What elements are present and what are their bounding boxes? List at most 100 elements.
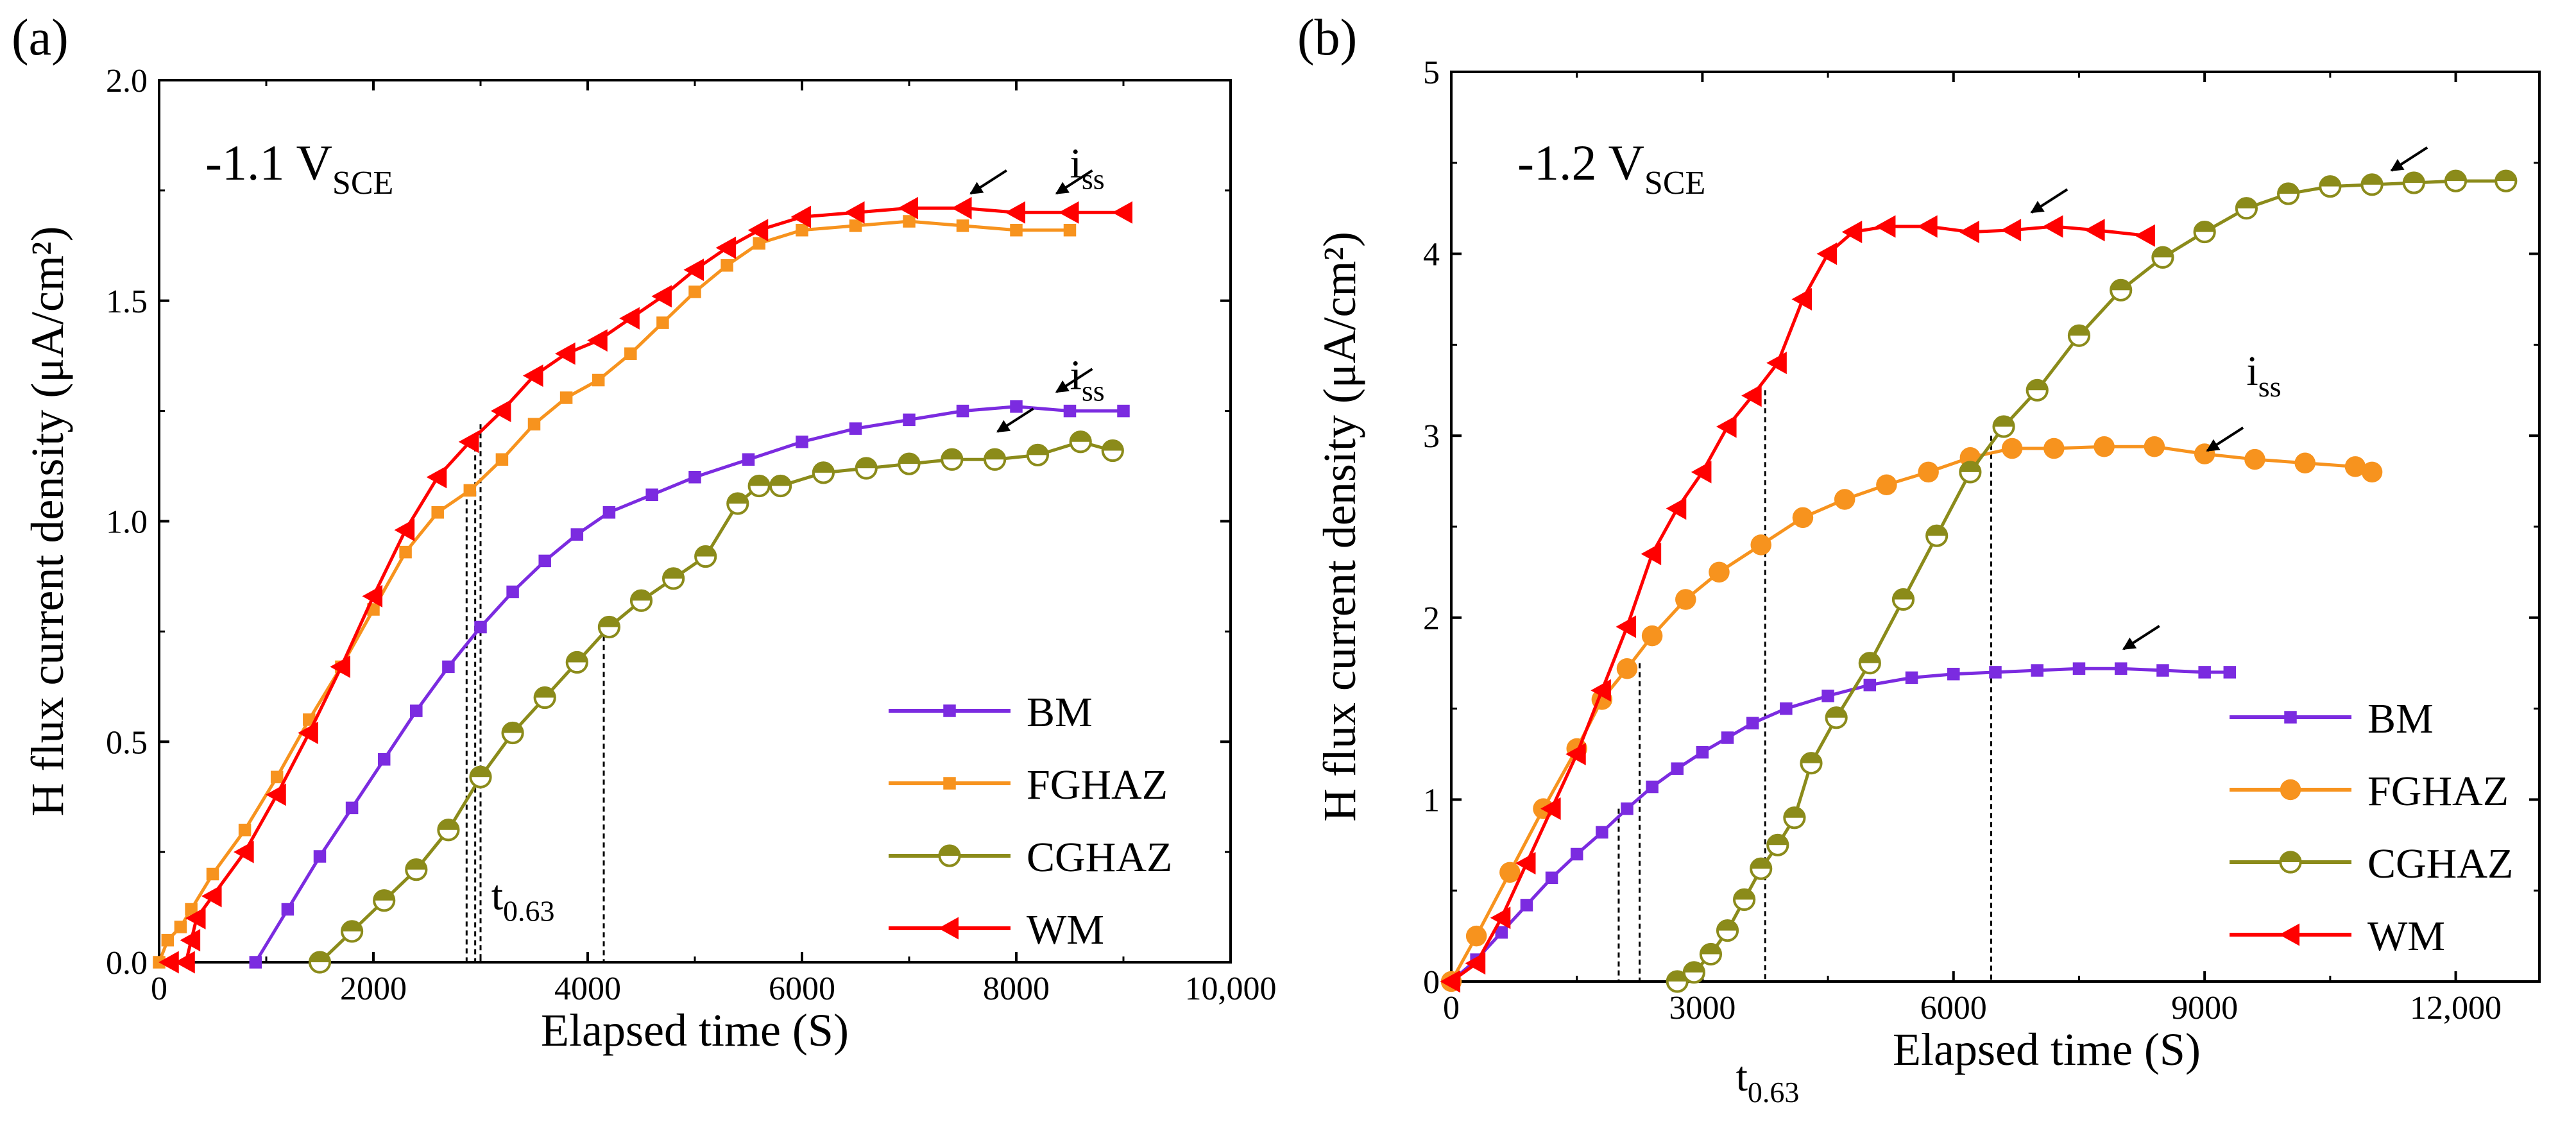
legend-marker-fill <box>2280 852 2301 862</box>
x-axis-title: Elapsed time (S) <box>1893 1024 2201 1075</box>
data-point-cghaz-fill <box>2027 380 2047 391</box>
legend-item-cghaz: CGHAZ <box>889 834 1172 881</box>
data-point-wm <box>1591 679 1611 702</box>
annotation-t0.63: t0.63 <box>1736 1053 1800 1109</box>
annotation-iss: iss <box>2246 348 2281 403</box>
data-point-cghaz <box>1666 970 1689 993</box>
annotation-iss: iss <box>1070 352 1105 407</box>
data-point-cghaz <box>2067 324 2091 347</box>
x-tick-label: 4000 <box>554 971 621 1007</box>
data-point-cghaz <box>373 889 396 912</box>
data-point-bm <box>377 753 391 766</box>
steady-state-arrow <box>2390 146 2428 172</box>
data-point-bm <box>474 620 487 634</box>
series-wm <box>158 196 1133 974</box>
data-point-cghaz <box>2495 169 2518 192</box>
data-point-bm <box>645 488 658 501</box>
data-point-cghaz <box>405 858 428 881</box>
data-point-cghaz <box>855 457 878 480</box>
data-point-cghaz <box>2110 278 2133 302</box>
data-point-cghaz <box>565 650 588 674</box>
data-point-fghaz <box>2361 461 2383 483</box>
data-point-cghaz <box>1959 461 1982 484</box>
annotation-iss: iss <box>1070 140 1105 195</box>
series-line-cghaz <box>318 440 1113 964</box>
legend-item-wm: WM <box>2230 913 2445 960</box>
data-point-wm <box>1666 497 1687 520</box>
data-point-wm <box>898 196 919 219</box>
data-point-fghaz <box>721 259 733 272</box>
data-point-fghaz <box>753 237 765 250</box>
data-point-cghaz <box>1026 443 1050 466</box>
data-point-cghaz-fill <box>342 921 363 931</box>
data-point-cghaz-fill <box>695 546 716 557</box>
data-point-bm <box>2156 664 2169 677</box>
steady-state-arrow <box>1055 169 1093 195</box>
data-point-fghaz <box>527 418 541 430</box>
data-point-bm <box>345 801 359 815</box>
steady-state-arrow <box>1055 368 1093 393</box>
data-point-cghaz-fill <box>1751 858 1771 869</box>
data-point-fghaz <box>559 391 573 404</box>
y-tick-label: 0 <box>1423 964 1440 1001</box>
legend-item-fghaz: FGHAZ <box>2230 768 2509 815</box>
data-point-wm <box>683 259 704 282</box>
data-point-bm <box>1117 404 1130 418</box>
data-point-fghaz <box>592 373 605 387</box>
data-point-cghaz-fill <box>1927 525 1947 536</box>
data-point-wm <box>844 201 865 224</box>
data-point-cghaz <box>2444 169 2468 192</box>
data-point-bm <box>1545 871 1558 885</box>
data-point-wm <box>715 236 737 259</box>
data-point-cghaz-fill <box>1700 944 1721 955</box>
data-point-cghaz-fill <box>749 475 769 486</box>
data-point-cghaz-fill <box>599 616 619 627</box>
data-point-bm <box>688 471 701 484</box>
y-tick-label: 4 <box>1423 237 1440 273</box>
data-point-bm <box>1520 899 1533 912</box>
data-point-fghaz <box>849 219 862 232</box>
data-point-fghaz <box>688 285 701 298</box>
data-point-wm <box>1490 906 1511 930</box>
data-point-bm <box>1570 847 1583 861</box>
data-point-cghaz <box>2193 220 2216 244</box>
x-axis-title: Elapsed time (S) <box>541 1005 849 1056</box>
data-point-wm <box>1005 201 1026 224</box>
data-point-wm <box>1565 742 1586 766</box>
data-point-fghaz <box>495 453 509 466</box>
data-point-fghaz <box>1792 507 1814 529</box>
legend-item-wm: WM <box>889 906 1104 953</box>
data-point-wm <box>330 655 350 678</box>
data-point-wm <box>522 364 543 387</box>
data-point-cghaz-fill <box>2068 325 2090 336</box>
data-point-fghaz <box>1876 474 1897 496</box>
x-tick-label: 2000 <box>340 971 407 1007</box>
data-point-cghaz <box>1783 806 1806 829</box>
series-wm <box>1440 215 2155 993</box>
data-point-cghaz-fill <box>1027 445 1048 455</box>
data-point-fghaz <box>1675 589 1696 610</box>
steady-state-arrow <box>996 407 1034 433</box>
legend-label: CGHAZ <box>1027 834 1172 881</box>
data-point-wm <box>1791 287 1812 311</box>
series-fghaz <box>153 215 1077 969</box>
data-point-fghaz <box>174 921 187 933</box>
data-point-cghaz-fill <box>2445 171 2466 182</box>
annotation-t0.63: t0.63 <box>491 872 555 928</box>
legend-marker <box>943 777 956 790</box>
data-point-wm <box>2135 224 2155 247</box>
series-line-bm <box>254 405 1123 964</box>
data-point-fghaz <box>1063 224 1077 237</box>
data-point-wm <box>426 466 447 489</box>
data-point-cghaz-fill <box>2362 174 2382 185</box>
data-point-bm <box>1495 926 1508 939</box>
y-tick-label: 1.5 <box>106 284 148 320</box>
data-point-cghaz-fill <box>2403 173 2424 183</box>
data-point-fghaz <box>2043 438 2065 459</box>
series-cghaz <box>308 430 1124 974</box>
data-point-fghaz <box>2244 448 2265 470</box>
data-point-cghaz <box>1992 415 2015 438</box>
legend-item-bm: BM <box>2230 695 2434 742</box>
legend-marker <box>2279 923 2300 946</box>
data-point-cghaz <box>597 615 621 639</box>
